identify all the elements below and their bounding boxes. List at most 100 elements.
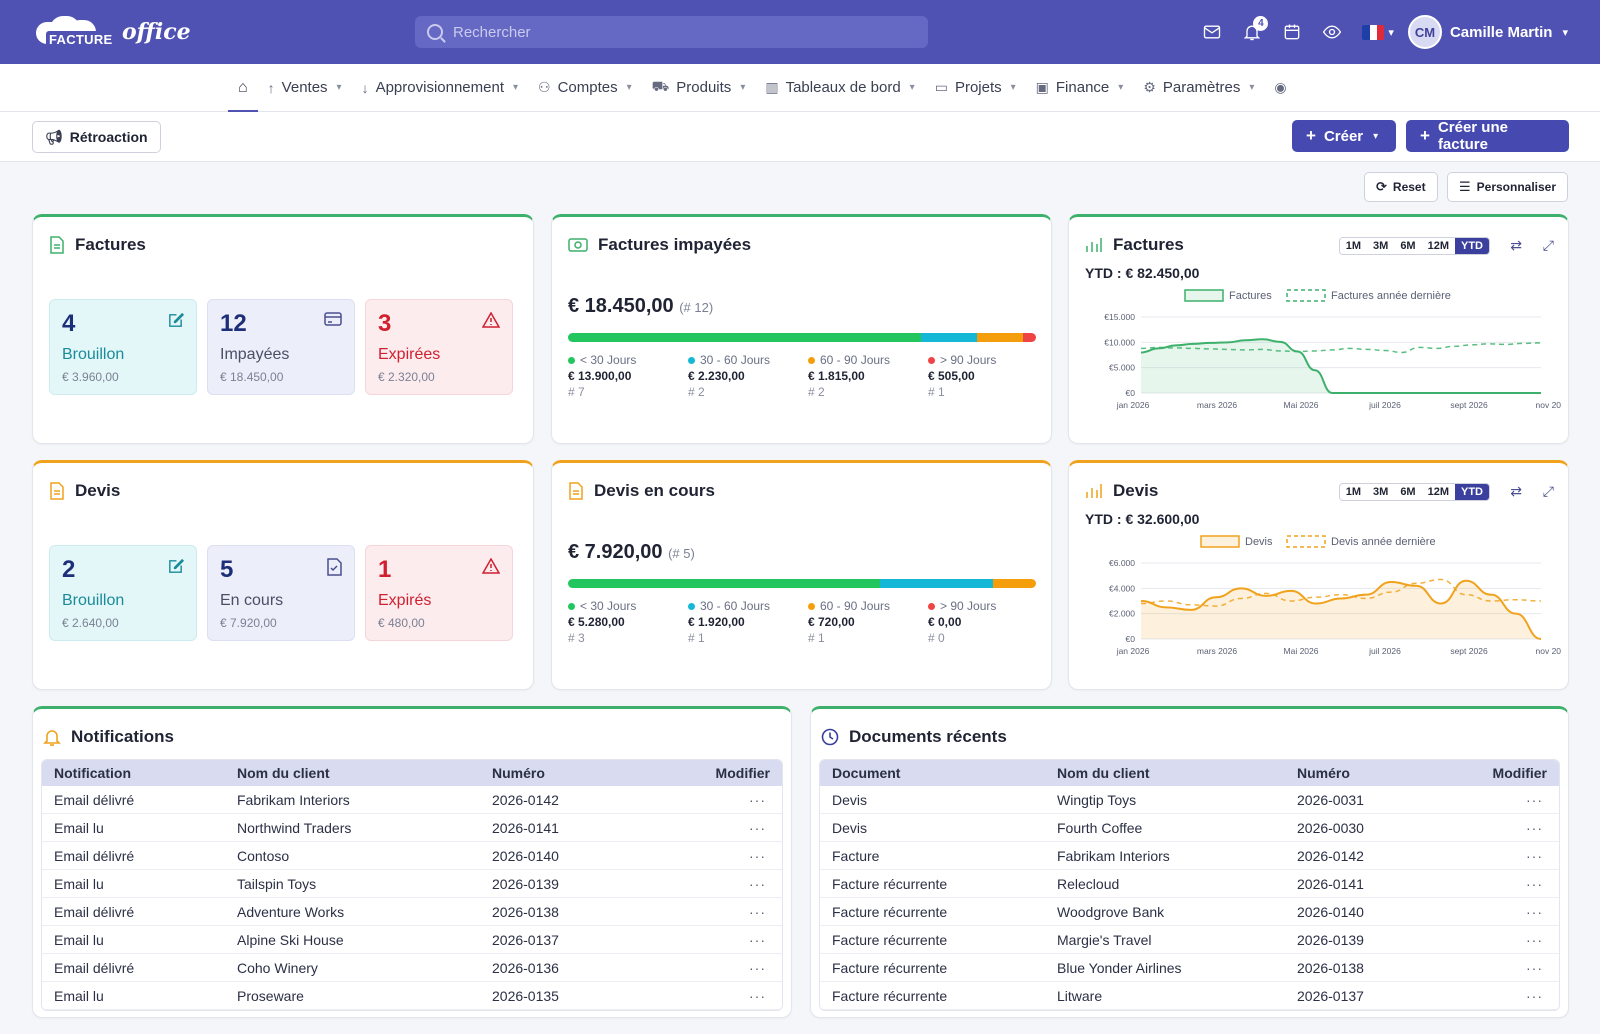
mail-icon[interactable]	[1192, 12, 1232, 52]
table-cell: Contoso	[237, 847, 290, 864]
nav-comptes[interactable]: ⚇ Comptes ▾	[528, 64, 642, 112]
eye-icon[interactable]	[1312, 12, 1352, 52]
calendar-icon[interactable]	[1272, 12, 1312, 52]
feedback-button[interactable]: 📢︎ Rétroaction	[32, 121, 161, 153]
legend-swatch-dashed	[1286, 535, 1326, 548]
range-option-ytd[interactable]: YTD	[1455, 484, 1489, 500]
range-option-6m[interactable]: 6M	[1400, 486, 1416, 498]
chevron-down-icon: ▾	[336, 82, 342, 93]
more-options-icon[interactable]: ···	[749, 875, 766, 892]
nav-projets[interactable]: ▭ Projets ▾	[925, 64, 1026, 112]
factures-expired-tile[interactable]: 3 Expirées € 2.320,00	[365, 299, 513, 395]
nav-finance[interactable]: ▣ Finance ▾	[1026, 64, 1134, 112]
more-options-icon[interactable]: ···	[749, 903, 766, 920]
factures-chart: €0 €5.000 €10.000 €15.000 jan 2026 mars 2026 M…	[1104, 289, 1561, 410]
range-option-12m[interactable]: 12M	[1427, 240, 1449, 252]
reset-button[interactable]: ⟳ Reset	[1364, 172, 1438, 202]
nav-ventes[interactable]: ↑ Ventes ▾	[258, 64, 352, 112]
more-options-icon[interactable]: ···	[749, 819, 766, 836]
more-options-icon[interactable]: ···	[749, 847, 766, 864]
french-flag-icon[interactable]	[1362, 24, 1385, 40]
factures-draft-tile[interactable]: 4 Brouillon € 3.960,00	[49, 299, 197, 395]
more-options-icon[interactable]: ···	[749, 931, 766, 948]
app-logo[interactable]: FACTURE office	[32, 14, 191, 50]
swap-icon[interactable]: ⇄	[1510, 237, 1522, 253]
more-options-icon[interactable]: ···	[1526, 847, 1543, 864]
more-options-icon[interactable]: ···	[1526, 903, 1543, 920]
search-input[interactable]	[453, 23, 893, 41]
range-option-1m[interactable]: 1M	[1345, 240, 1362, 252]
table-row[interactable]: Email lu Alpine Ski House 2026-0137 ···	[42, 926, 782, 954]
legend-dot-icon	[808, 356, 815, 364]
more-options-icon[interactable]: ···	[1526, 931, 1543, 948]
swap-icon[interactable]: ⇄	[1510, 483, 1522, 499]
more-options-icon[interactable]: ···	[1526, 791, 1543, 808]
aging-legend-label: < 30 Jours	[568, 353, 688, 367]
more-options-icon[interactable]: ···	[749, 959, 766, 976]
table-row[interactable]: Devis Wingtip Toys 2026-0031 ···	[820, 786, 1559, 814]
nav-produits[interactable]: ⛟ Produits ▾	[642, 64, 756, 112]
language-chevron-icon[interactable]: ▾	[1388, 26, 1394, 39]
devis-chart: €0 €2.000 €4.000 €6.000 jan 2026 mars 2026 Mai…	[1109, 535, 1561, 656]
aging-segment	[879, 579, 994, 588]
table-row[interactable]: Facture récurrente Relecloud 2026-0141 ···	[820, 870, 1559, 898]
table-row[interactable]: Email délivré Adventure Works 2026-0138 ···	[42, 898, 782, 926]
more-options-icon[interactable]: ···	[1526, 987, 1543, 1004]
expand-icon[interactable]: ⤢	[1542, 237, 1554, 253]
range-option-1m[interactable]: 1M	[1345, 486, 1362, 498]
nav-home[interactable]: ⌂	[228, 64, 258, 112]
devis-in-progress-tile[interactable]: 5 En cours € 7.920,00	[207, 545, 355, 641]
table-row[interactable]: Email lu Tailspin Toys 2026-0139 ···	[42, 870, 782, 898]
user-menu-chevron-icon[interactable]: ▾	[1562, 26, 1568, 39]
factures-chart-title: Factures	[1085, 235, 1184, 255]
devis-expired-tile[interactable]: 1 Expirés € 480,00	[365, 545, 513, 641]
range-option-3m[interactable]: 3M	[1373, 240, 1389, 252]
recent-documents-card: Documents récents Document Nom du client N…	[810, 706, 1569, 1018]
table-row[interactable]: Email délivré Fabrikam Interiors 2026-0142…	[42, 786, 782, 814]
more-options-icon[interactable]: ···	[749, 791, 766, 808]
nav-tableaux-de-bord[interactable]: ▥ Tableaux de bord ▾	[755, 64, 924, 112]
bell-icon[interactable]: 4	[1232, 12, 1272, 52]
nav-visibility[interactable]: ◉	[1264, 64, 1303, 112]
table-row[interactable]: Devis Fourth Coffee 2026-0030 ···	[820, 814, 1559, 842]
legend-swatch	[1200, 535, 1240, 548]
aging-bucket-label: 30 - 60 Jours	[700, 353, 771, 367]
tile-label: Impayées	[220, 346, 290, 363]
nav-approvisionnement[interactable]: ↓ Approvisionnement ▾	[352, 64, 528, 112]
legend-swatch-dashed	[1286, 289, 1326, 302]
legend-dot-icon	[568, 356, 575, 364]
devis-draft-tile[interactable]: 2 Brouillon € 2.640,00	[49, 545, 197, 641]
table-row[interactable]: Facture récurrente Blue Yonder Airlines 20…	[820, 954, 1559, 982]
more-options-icon[interactable]: ···	[1526, 819, 1543, 836]
expand-icon[interactable]: ⤢	[1542, 483, 1554, 499]
devis-card: Devis 2 Brouillon € 2.640,00 5 En cours …	[32, 460, 534, 690]
table-row[interactable]: Email délivré Contoso 2026-0140 ···	[42, 842, 782, 870]
table-row[interactable]: Email délivré Coho Winery 2026-0136 ···	[42, 954, 782, 982]
avatar[interactable]: CM	[1407, 15, 1442, 49]
range-option-12m[interactable]: 12M	[1427, 486, 1449, 498]
table-row[interactable]: Email lu Northwind Traders 2026-0141 ···	[42, 814, 782, 842]
devis-range-selector[interactable]: 1M 3M 6M 12M YTD	[1338, 483, 1490, 501]
more-options-icon[interactable]: ···	[1526, 959, 1543, 976]
table-row[interactable]: Facture Fabrikam Interiors 2026-0142 ···	[820, 842, 1559, 870]
search-box[interactable]	[415, 16, 928, 48]
user-name[interactable]: Camille Martin	[1449, 23, 1553, 41]
table-row[interactable]: Facture récurrente Margie's Travel 2026-01…	[820, 926, 1559, 954]
more-options-icon[interactable]: ···	[1526, 875, 1543, 892]
nav-parametres[interactable]: ⚙ Paramètres ▾	[1133, 64, 1264, 112]
create-invoice-button[interactable]: + Créer une facture	[1406, 119, 1569, 153]
table-row[interactable]: Facture récurrente Woodgrove Bank 2026-014…	[820, 898, 1559, 926]
range-option-6m[interactable]: 6M	[1400, 240, 1416, 252]
range-option-3m[interactable]: 3M	[1373, 486, 1389, 498]
range-option-ytd[interactable]: YTD	[1455, 238, 1489, 254]
factures-range-selector[interactable]: 1M 3M 6M 12M YTD	[1338, 237, 1490, 255]
table-row[interactable]: Facture récurrente Litware 2026-0137 ···	[820, 982, 1559, 1010]
x-tick-label: juil 2026	[1368, 646, 1401, 656]
create-button[interactable]: + Créer ▾	[1292, 120, 1396, 152]
customize-button[interactable]: ☰ Personnaliser	[1447, 172, 1569, 202]
more-options-icon[interactable]: ···	[749, 987, 766, 1004]
aging-bucket-count: # 3	[568, 631, 585, 645]
table-row[interactable]: Email lu Proseware 2026-0135 ···	[42, 982, 782, 1010]
factures-unpaid-tile[interactable]: 12 Impayées € 18.450,00	[207, 299, 355, 395]
aging-bucket-amount: € 2.230,00	[688, 369, 745, 383]
